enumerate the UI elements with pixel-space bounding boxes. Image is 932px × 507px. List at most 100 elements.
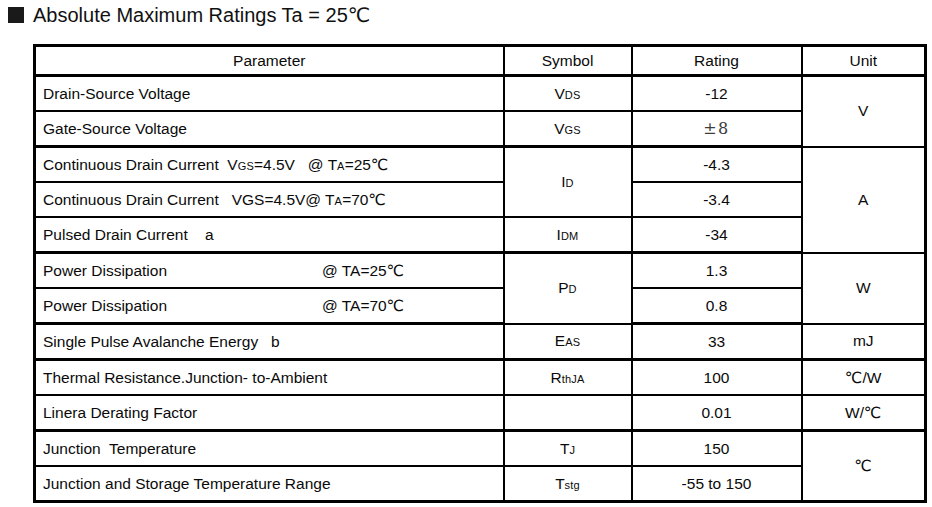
symbol-cell: Tstg [504,466,632,502]
rating-cell: -12 [632,76,802,112]
section-title-text: Absolute Maximum Ratings Ta = 25℃ [33,3,370,27]
param-text: =25℃ [345,156,389,173]
param-sub: GS [238,160,254,172]
param-sub: A [337,160,345,172]
unit-value: W/℃ [845,404,881,421]
symbol-cell: ID [504,147,632,218]
symbol-sub: D [569,283,577,295]
unit-cell: mJ [802,324,926,360]
param-cell: Drain-Source Voltage [35,76,504,112]
header-symbol: Symbol [504,46,632,76]
symbol-main: T [560,440,569,457]
param-text: Power Dissipation [43,262,167,279]
rating-value: ±8 [703,119,730,138]
rating-cell: 100 [632,360,802,396]
unit-cell: V [802,76,926,147]
symbol-main: P [558,279,568,296]
unit-value: W [856,279,871,296]
symbol-cell: IDM [504,217,632,253]
rating-value: -34 [705,226,727,243]
rating-value: -3.4 [703,191,730,208]
symbol-cell: VDS [504,76,632,112]
symbol-main: T [555,475,564,492]
header-parameter: Parameter [35,46,504,76]
param-cell: Power Dissipation @ TA=25℃ [35,253,504,289]
rating-cell: -4.3 [632,147,802,183]
rating-cell: 1.3 [632,253,802,289]
black-square-icon [8,7,24,23]
rating-cell: -3.4 [632,182,802,217]
param-text: Power Dissipation [43,297,167,314]
symbol-main: V [554,85,564,102]
rating-cell: -55 to 150 [632,466,802,502]
param-text: Single Pulse Avalanche Energy b [43,333,280,350]
symbol-cell [504,395,632,431]
rating-value: 0.01 [701,404,731,421]
table-header-row: Parameter Symbol Rating Unit [35,46,926,76]
table-row-single-pulse-avalanche-energy: Single Pulse Avalanche Energy b EAS 33 m… [35,324,926,360]
param-text: Junction Temperature [43,440,196,457]
rating-cell: 150 [632,431,802,467]
symbol-sub: AS [565,336,580,348]
rating-value: 1.3 [706,262,728,279]
param-cell: Continuous Drain Current VGS=4.5V @ TA=2… [35,147,504,183]
param-cell: Pulsed Drain Current a [35,217,504,253]
symbol-sub: GS [565,124,581,136]
table-row-power-dissipation-25c: Power Dissipation@ TA=25℃ PD 1.3 W [35,253,926,289]
table-row-junction-temperature: Junction Temperature TJ 150 ℃ [35,431,926,467]
unit-value: ℃/W [845,369,881,386]
absolute-maximum-ratings-table: Parameter Symbol Rating Unit Drain-Sourc… [33,44,927,503]
table-row-gate-source-voltage: Gate-Source Voltage VGS ±8 [35,111,926,147]
param-text: Linera Derating Factor [43,404,197,421]
symbol-sub: DS [565,89,581,101]
param-cell: Thermal Resistance.Junction- to-Ambient [35,360,504,396]
rating-cell: 33 [632,324,802,360]
header-rating: Rating [632,46,802,76]
param-text: Thermal Resistance.Junction- to-Ambient [43,369,327,386]
symbol-sub: J [569,444,575,456]
param-condition: @ TA=70℃ [322,297,404,315]
rating-value: 150 [704,440,730,457]
rating-value: 0.8 [706,297,728,314]
param-cell: Single Pulse Avalanche Energy b [35,324,504,360]
param-condition: @ TA=25℃ [322,262,404,280]
param-cell: Linera Derating Factor [35,395,504,431]
rating-cell: 0.01 [632,395,802,431]
symbol-sub: stg [565,479,580,491]
unit-cell: A [802,147,926,253]
rating-cell: -34 [632,217,802,253]
param-cell: Junction Temperature [35,431,504,467]
table-row-drain-source-voltage: Drain-Source Voltage VDS -12 V [35,76,926,112]
symbol-main: V [554,120,564,137]
symbol-sub: DM [561,230,579,242]
unit-cell: ℃/W [802,360,926,396]
table-row-power-dissipation-70c: Power Dissipation @ TA=70℃ 0.8 [35,288,926,324]
table-row-pulsed-drain-current: Pulsed Drain Current a IDM -34 [35,217,926,253]
rating-value: 33 [708,333,725,350]
param-cell: Power Dissipation @ TA=70℃ [35,288,504,324]
datasheet-page: Absolute Maximum Ratings Ta = 25℃ Parame… [0,0,932,507]
symbol-cell: TJ [504,431,632,467]
param-cell: Continuous Drain Current VGS=4.5V@ TA=70… [35,182,504,217]
param-text: =4.5V @ T [254,156,337,173]
param-text: Continuous Drain Current V [43,156,238,173]
param-cell: Gate-Source Voltage [35,111,504,147]
symbol-main: R [550,369,561,386]
symbol-main: E [555,332,565,349]
param-sub: A [335,195,343,207]
param-text: =70℃ [342,191,386,208]
param-cell: Junction and Storage Temperature Range [35,466,504,502]
rating-value: -12 [705,85,727,102]
unit-value: V [858,102,868,119]
rating-value: 100 [704,369,730,386]
unit-cell: ℃ [802,431,926,502]
table-row-linear-derating-factor: Linera Derating Factor 0.01 W/℃ [35,395,926,431]
table-row-continuous-drain-current-25c: Continuous Drain Current VGS=4.5V @ TA=2… [35,147,926,183]
unit-cell: W/℃ [802,395,926,431]
table-row-storage-temperature-range: Junction and Storage Temperature Range T… [35,466,926,502]
param-text: Junction and Storage Temperature Range [43,475,331,492]
rating-cell: 0.8 [632,288,802,324]
param-text: Pulsed Drain Current a [43,226,214,243]
unit-value: ℃ [855,457,872,474]
unit-value: mJ [853,332,874,349]
